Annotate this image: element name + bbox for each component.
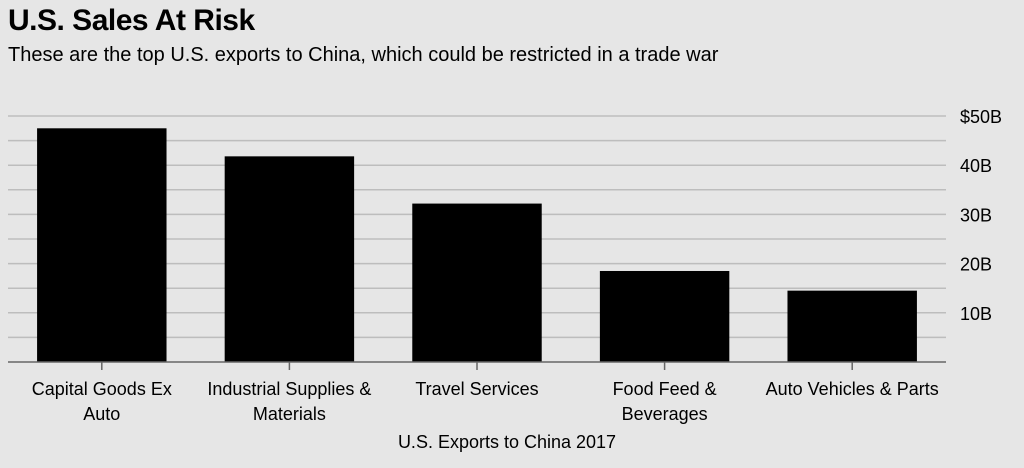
category-label-line: Auto Vehicles & Parts <box>766 379 939 399</box>
chart-subtitle: These are the top U.S. exports to China,… <box>8 44 719 66</box>
bar-0 <box>37 128 167 362</box>
category-label: Food Feed & Beverages <box>613 379 717 424</box>
category-label-line: Industrial Supplies & <box>207 379 371 399</box>
y-tick-label: 30B <box>960 205 992 225</box>
category-label: Capital Goods Ex Auto <box>32 379 172 424</box>
x-axis <box>8 361 946 370</box>
bar-3 <box>599 270 730 362</box>
bars <box>37 128 917 362</box>
y-tick-labels: 10B 20B 30B 40B $50B <box>960 107 1002 324</box>
bar-4 <box>787 290 917 362</box>
category-label: Industrial Supplies & Materials <box>207 379 371 424</box>
category-label: Auto Vehicles & Parts <box>766 379 939 399</box>
y-tick-label: $50B <box>960 107 1002 127</box>
bar-2 <box>412 203 542 362</box>
category-label-line: Travel Services <box>415 379 538 399</box>
category-label-line: Beverages <box>622 404 708 424</box>
category-label-line: Materials <box>253 404 326 424</box>
category-label-line: Capital Goods Ex <box>32 379 172 399</box>
category-label-line: Auto <box>83 404 120 424</box>
y-tick-label: 20B <box>960 255 992 275</box>
x-axis-title: U.S. Exports to China 2017 <box>398 432 616 452</box>
category-label: Travel Services <box>415 379 538 399</box>
category-label-line: Food Feed & <box>613 379 717 399</box>
bar-1 <box>224 156 355 362</box>
y-tick-label: 10B <box>960 304 992 324</box>
category-labels: Capital Goods Ex Auto Industrial Supplies … <box>32 379 939 424</box>
y-tick-label: 40B <box>960 156 992 176</box>
chart-title: U.S. Sales At Risk <box>8 4 255 37</box>
